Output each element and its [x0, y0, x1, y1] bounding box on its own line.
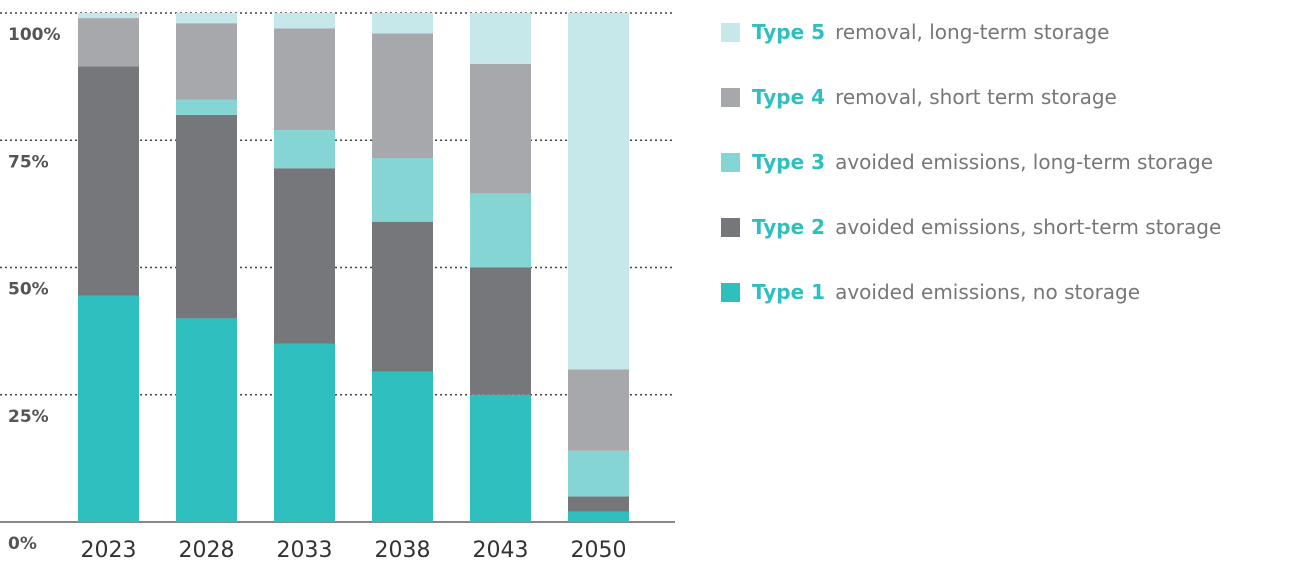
bar-segment: [78, 66, 139, 296]
x-tick-label: 2038: [375, 538, 431, 563]
y-tick-label: 75%: [8, 152, 49, 172]
legend-type: Type 4: [752, 85, 825, 109]
y-tick-label: 25%: [8, 407, 49, 427]
bar-segment: [568, 450, 629, 497]
legend-item: Type 3 avoided emissions, long-term stora…: [721, 150, 1213, 174]
bar-segment: [274, 130, 335, 169]
bar-segment: [176, 23, 237, 100]
legend-type: Type 3: [752, 150, 825, 174]
legend-item: Type 5 removal, long-term storage: [721, 20, 1109, 44]
legend-description: avoided emissions, short-term storage: [835, 215, 1221, 239]
legend-type: Type 1: [752, 280, 825, 304]
bar-segment: [568, 369, 629, 451]
legend-label: Type 5 removal, long-term storage: [752, 20, 1109, 44]
x-tick-label: 2023: [81, 538, 137, 563]
bar-segment: [274, 343, 335, 522]
legend-label: Type 4 removal, short term storage: [752, 85, 1117, 109]
bar-segment: [176, 99, 237, 115]
bar-segment: [372, 33, 433, 159]
y-tick-label: 100%: [8, 25, 61, 45]
bar-segment: [372, 371, 433, 522]
bar-segment: [372, 221, 433, 372]
legend-item: Type 1 avoided emissions, no storage: [721, 280, 1140, 304]
bar-segment: [568, 13, 629, 370]
bar-segment: [470, 63, 531, 194]
bar-segment: [568, 511, 629, 522]
legend-swatch: [721, 218, 740, 237]
legend-swatch: [721, 283, 740, 302]
legend-type: Type 2: [752, 215, 825, 239]
legend-label: Type 1 avoided emissions, no storage: [752, 280, 1140, 304]
legend-swatch: [721, 153, 740, 172]
bar-segment: [78, 13, 139, 19]
bar-segment: [372, 158, 433, 222]
bar-segment: [470, 193, 531, 268]
legend-label: Type 3 avoided emissions, long-term stora…: [752, 150, 1213, 174]
legend-swatch: [721, 23, 740, 42]
legend-label: Type 2 avoided emissions, short-term stor…: [752, 215, 1221, 239]
x-tick-label: 2043: [473, 538, 529, 563]
y-tick-label: 50%: [8, 280, 49, 300]
bar-segment: [274, 28, 335, 131]
bar-segment: [470, 267, 531, 395]
legend-description: removal, long-term storage: [835, 20, 1109, 44]
bar-segment: [78, 18, 139, 67]
legend-description: avoided emissions, no storage: [835, 280, 1140, 304]
bar-segment: [372, 13, 433, 34]
legend-description: removal, short term storage: [835, 85, 1117, 109]
legend-type: Type 5: [752, 20, 825, 44]
bar-segment: [274, 13, 335, 29]
x-tick-label: 2050: [571, 538, 627, 563]
bar-segment: [274, 168, 335, 344]
legend-swatch: [721, 88, 740, 107]
bar-segment: [176, 13, 237, 24]
bar-segment: [568, 496, 629, 512]
legend-item: Type 4 removal, short term storage: [721, 85, 1117, 109]
legend-description: avoided emissions, long-term storage: [835, 150, 1213, 174]
bar-segment: [470, 13, 531, 64]
y-tick-label: 0%: [8, 534, 37, 554]
x-tick-label: 2033: [277, 538, 333, 563]
bar-segment: [78, 295, 139, 522]
bar-segment: [470, 394, 531, 522]
bar-segment: [176, 318, 237, 522]
x-tick-label: 2028: [179, 538, 235, 563]
legend-item: Type 2 avoided emissions, short-term stor…: [721, 215, 1221, 239]
bar-segment: [176, 114, 237, 319]
